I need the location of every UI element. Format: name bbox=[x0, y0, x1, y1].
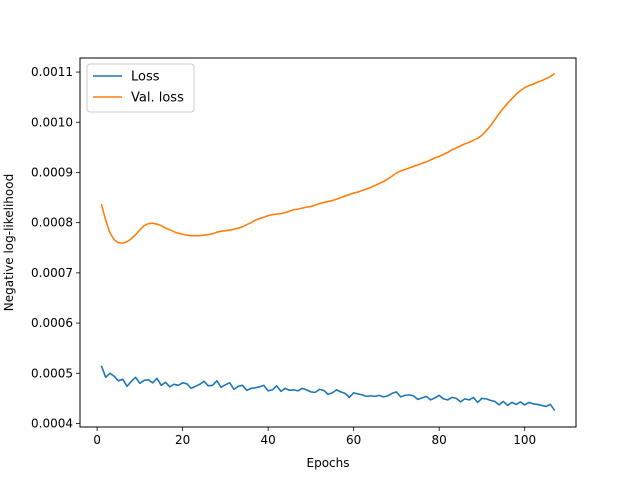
y-axis-label: Negative log-likelihood bbox=[2, 174, 16, 311]
x-axis-label: Epochs bbox=[307, 456, 350, 470]
legend: Loss Val. loss bbox=[86, 63, 195, 113]
y-tick-label: 0.0005 bbox=[31, 366, 73, 380]
y-tick-label: 0.0011 bbox=[31, 65, 73, 79]
x-tick-label: 40 bbox=[260, 433, 275, 447]
x-axis: 0 20 40 60 80 100 bbox=[93, 427, 536, 447]
y-tick-label: 0.0007 bbox=[31, 266, 73, 280]
x-tick-label: 80 bbox=[432, 433, 447, 447]
series-line-val-loss bbox=[100, 72, 556, 245]
y-tick-label: 0.0010 bbox=[31, 115, 73, 129]
x-tick-label: 60 bbox=[346, 433, 361, 447]
x-tick-label: 100 bbox=[513, 433, 536, 447]
series-line-loss bbox=[100, 365, 556, 411]
legend-label-val-loss: Val. loss bbox=[131, 91, 184, 106]
x-tick-label: 0 bbox=[93, 433, 101, 447]
y-axis: 0.0004 0.0005 0.0006 0.0007 0.0008 0.0009 0.00… bbox=[31, 65, 80, 430]
y-tick-label: 0.0009 bbox=[31, 165, 73, 179]
legend-label-loss: Loss bbox=[131, 70, 160, 85]
plot-frame bbox=[79, 57, 577, 428]
y-tick-label: 0.0006 bbox=[31, 316, 73, 330]
y-tick-label: 0.0008 bbox=[31, 216, 73, 230]
x-tick-label: 20 bbox=[175, 433, 190, 447]
y-tick-label: 0.0004 bbox=[31, 416, 73, 430]
series-layer bbox=[100, 72, 556, 411]
